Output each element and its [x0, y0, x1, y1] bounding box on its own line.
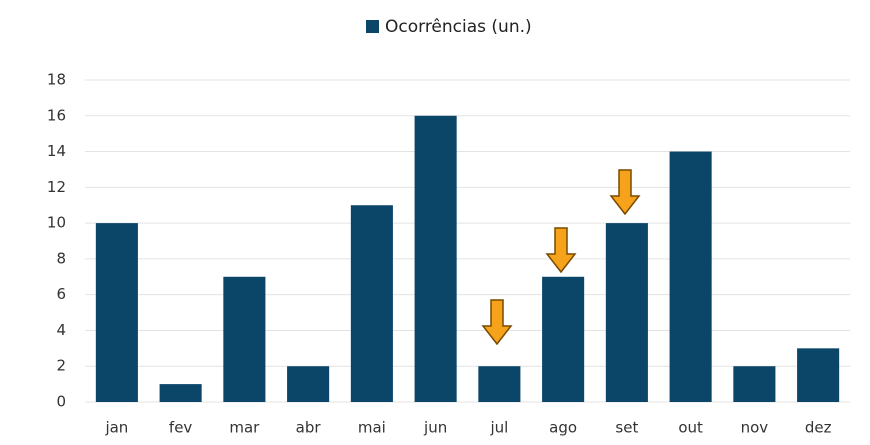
- y-tick-label: 6: [56, 285, 66, 303]
- x-tick-label: mai: [358, 419, 386, 437]
- y-tick-label: 8: [56, 249, 66, 267]
- arrow-annotation: [481, 299, 513, 346]
- x-tick-label: mar: [229, 419, 260, 437]
- bar: [414, 115, 457, 403]
- bar: [159, 384, 202, 402]
- x-tick-label: out: [678, 419, 703, 437]
- bar: [669, 151, 712, 402]
- y-tick-label: 16: [47, 106, 66, 124]
- annotations: [481, 169, 641, 346]
- bar: [287, 366, 330, 402]
- bar: [478, 366, 521, 402]
- y-tick-label: 4: [56, 321, 66, 339]
- x-tick-label: jan: [104, 419, 128, 437]
- y-tick-label: 12: [47, 178, 66, 196]
- x-tick-label: ago: [549, 419, 577, 437]
- bar: [733, 366, 776, 402]
- legend-label: Ocorrências (un.): [385, 17, 532, 37]
- y-tick-label: 14: [47, 142, 66, 160]
- y-tick-label: 2: [56, 357, 66, 375]
- bar: [542, 276, 585, 402]
- y-tick-label: 18: [47, 71, 66, 89]
- x-tick-label: dez: [805, 419, 832, 437]
- y-tick-label: 0: [56, 393, 66, 411]
- legend-swatch: [366, 20, 379, 33]
- bar: [95, 223, 138, 402]
- x-tick-label: nov: [741, 419, 769, 437]
- x-tick-label: set: [615, 419, 638, 437]
- bar: [350, 205, 393, 402]
- x-tick-label: fev: [169, 419, 193, 437]
- x-tick-label: jul: [489, 419, 508, 437]
- y-tick-label: 10: [47, 214, 66, 232]
- bar: [223, 276, 266, 402]
- arrow-annotation: [609, 169, 641, 216]
- arrow-annotation: [545, 227, 577, 274]
- bar: [797, 348, 840, 402]
- x-tick-label: abr: [296, 419, 322, 437]
- bar: [605, 223, 648, 402]
- x-tick-label: jun: [423, 419, 447, 437]
